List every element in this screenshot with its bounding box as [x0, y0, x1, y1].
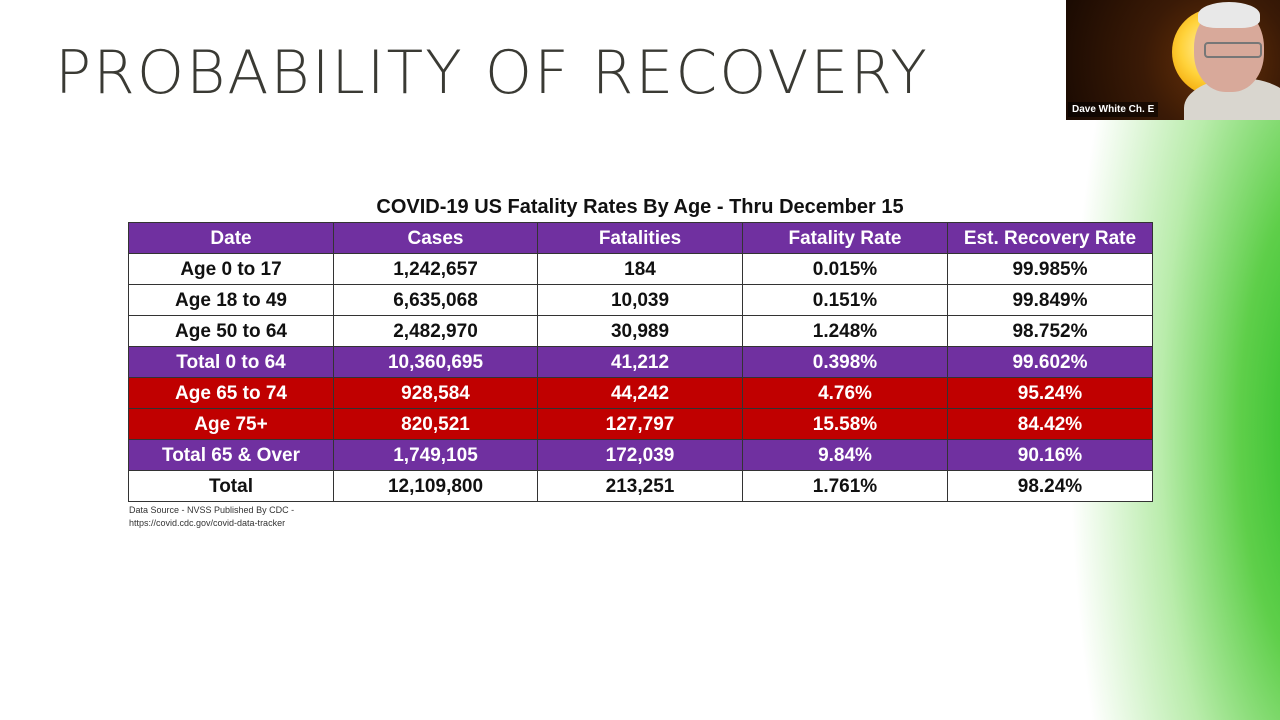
fatality-rate-cell: 0.015% — [742, 253, 948, 285]
cases-cell: 10,360,695 — [333, 346, 538, 378]
participant-hair — [1198, 2, 1260, 28]
fatalities-cell: 10,039 — [537, 284, 743, 316]
cases-cell: 820,521 — [333, 408, 538, 440]
recovery-rate-cell: 90.16% — [947, 439, 1153, 471]
table-caption: COVID-19 US Fatality Rates By Age - Thru… — [376, 196, 904, 218]
fatality-rate-cell: 1.761% — [742, 470, 948, 502]
fatality-rate-table: Date Cases Fatalities Fatality Rate Est.… — [128, 222, 1153, 502]
table-row: Age 18 to 49 6,635,068 10,039 0.151% 99.… — [128, 284, 1153, 316]
table-row-highlight: Age 65 to 74 928,584 44,242 4.76% 95.24% — [128, 377, 1153, 409]
participant-video-tile[interactable]: Dave White Ch. E — [1066, 0, 1280, 120]
fatalities-cell: 184 — [537, 253, 743, 285]
participant-name-label: Dave White Ch. E — [1068, 102, 1159, 117]
column-header-date: Date — [128, 222, 334, 254]
table-row-total: Total 12,109,800 213,251 1.761% 98.24% — [128, 470, 1153, 502]
row-label: Total 65 & Over — [128, 439, 334, 471]
table-row-highlight: Age 75+ 820,521 127,797 15.58% 84.42% — [128, 408, 1153, 440]
column-header-fatality-rate: Fatality Rate — [742, 222, 948, 254]
fatalities-cell: 172,039 — [537, 439, 743, 471]
slide-title: PROBABILITY OF RECOVERY — [55, 38, 929, 108]
cases-cell: 2,482,970 — [333, 315, 538, 347]
source-line-1: Data Source - NVSS Published By CDC - — [129, 505, 295, 515]
column-header-recovery-rate: Est. Recovery Rate — [947, 222, 1153, 254]
recovery-rate-cell: 99.985% — [947, 253, 1153, 285]
cases-cell: 1,749,105 — [333, 439, 538, 471]
source-line-2: https://covid.cdc.gov/covid-data-tracker — [129, 518, 286, 528]
row-label: Age 75+ — [128, 408, 334, 440]
row-label: Age 65 to 74 — [128, 377, 334, 409]
fatality-rate-cell: 15.58% — [742, 408, 948, 440]
column-header-cases: Cases — [333, 222, 538, 254]
fatalities-cell: 41,212 — [537, 346, 743, 378]
table-row: Age 0 to 17 1,242,657 184 0.015% 99.985% — [128, 253, 1153, 285]
column-header-fatalities: Fatalities — [537, 222, 743, 254]
row-label: Age 0 to 17 — [128, 253, 334, 285]
fatalities-cell: 44,242 — [537, 377, 743, 409]
table-row-subtotal: Total 0 to 64 10,360,695 41,212 0.398% 9… — [128, 346, 1153, 378]
cases-cell: 12,109,800 — [333, 470, 538, 502]
fatality-rate-cell: 1.248% — [742, 315, 948, 347]
recovery-rate-cell: 95.24% — [947, 377, 1153, 409]
table-header-row: Date Cases Fatalities Fatality Rate Est.… — [128, 222, 1153, 254]
fatalities-cell: 213,251 — [537, 470, 743, 502]
recovery-rate-cell: 98.752% — [947, 315, 1153, 347]
row-label: Total — [128, 470, 334, 502]
fatality-rate-cell: 0.398% — [742, 346, 948, 378]
fatalities-cell: 127,797 — [537, 408, 743, 440]
table-row-subtotal: Total 65 & Over 1,749,105 172,039 9.84% … — [128, 439, 1153, 471]
recovery-rate-cell: 99.602% — [947, 346, 1153, 378]
data-source-note: Data Source - NVSS Published By CDC - ht… — [129, 504, 294, 530]
recovery-rate-cell: 84.42% — [947, 408, 1153, 440]
cases-cell: 1,242,657 — [333, 253, 538, 285]
row-label: Age 18 to 49 — [128, 284, 334, 316]
participant-glasses — [1204, 42, 1262, 58]
cases-cell: 6,635,068 — [333, 284, 538, 316]
recovery-rate-cell: 98.24% — [947, 470, 1153, 502]
fatality-rate-cell: 9.84% — [742, 439, 948, 471]
table-row: Age 50 to 64 2,482,970 30,989 1.248% 98.… — [128, 315, 1153, 347]
row-label: Total 0 to 64 — [128, 346, 334, 378]
row-label: Age 50 to 64 — [128, 315, 334, 347]
fatality-rate-cell: 0.151% — [742, 284, 948, 316]
recovery-rate-cell: 99.849% — [947, 284, 1153, 316]
fatalities-cell: 30,989 — [537, 315, 743, 347]
fatality-rate-cell: 4.76% — [742, 377, 948, 409]
cases-cell: 928,584 — [333, 377, 538, 409]
